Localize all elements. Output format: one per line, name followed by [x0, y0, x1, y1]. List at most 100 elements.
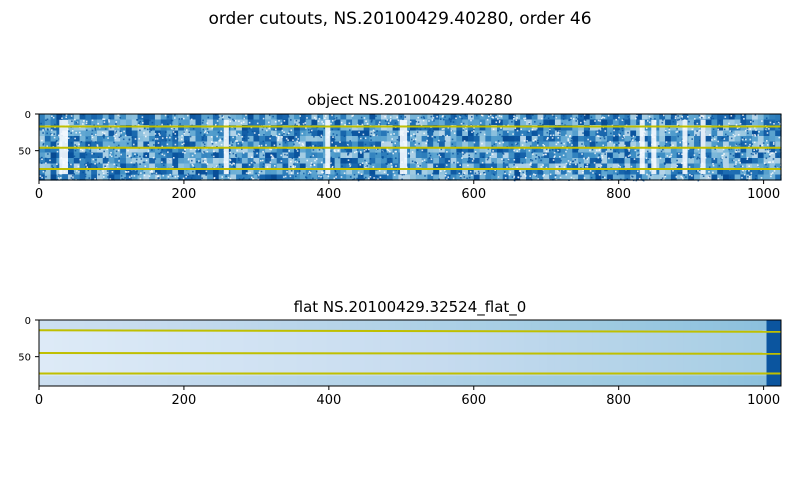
- object-noise-speck: [418, 142, 420, 145]
- flat-image-cell: [152, 375, 161, 387]
- object-noise-speck: [730, 115, 733, 117]
- object-image-cell: [641, 114, 649, 121]
- object-image-cell: [676, 163, 684, 170]
- object-noise-speck: [672, 144, 674, 147]
- object-image-cell: [624, 163, 631, 170]
- object-noise-speck: [138, 137, 140, 140]
- object-noise-speck: [421, 160, 424, 162]
- object-noise-speck: [778, 120, 780, 123]
- object-noise-speck: [513, 115, 515, 118]
- object-noise-speck: [79, 134, 82, 136]
- flat-image-cell: [273, 375, 283, 387]
- object-image-cell: [757, 169, 765, 176]
- object-noise-speck: [289, 165, 292, 168]
- object-noise-speck: [170, 119, 173, 122]
- object-image-cell: [44, 147, 52, 154]
- object-image-cell: [421, 158, 428, 165]
- object-noise-speck: [670, 155, 672, 158]
- object-image-cell: [317, 169, 324, 176]
- object-image-cell: [299, 152, 307, 159]
- object-noise-speck: [574, 159, 577, 161]
- object-noise-speck: [603, 117, 606, 119]
- object-noise-speck: [357, 171, 360, 174]
- object-image-cell: [183, 174, 191, 181]
- object-noise-speck: [668, 131, 670, 134]
- object-noise-speck: [235, 154, 237, 156]
- object-image-cell: [207, 141, 214, 148]
- object-noise-speck: [625, 124, 628, 127]
- object-noise-speck: [220, 143, 223, 146]
- object-image-cell: [601, 141, 608, 148]
- object-noise-speck: [253, 132, 256, 134]
- object-noise-speck: [158, 178, 161, 181]
- flat-image-cell: [705, 320, 715, 331]
- object-image-cell: [108, 163, 115, 170]
- object-noise-speck: [604, 153, 606, 155]
- object-noise-speck: [493, 174, 496, 176]
- object-noise-speck: [67, 137, 70, 139]
- flat-image-cell: [425, 320, 434, 331]
- object-image-cell: [549, 119, 556, 126]
- object-image-cell: [607, 136, 614, 143]
- object-noise-speck: [646, 173, 648, 176]
- object-image-cell: [85, 119, 92, 126]
- object-image-cell: [491, 114, 498, 121]
- object-noise-speck: [353, 177, 356, 180]
- object-image-cell: [647, 158, 655, 165]
- object-noise-speck: [758, 131, 760, 133]
- object-noise-speck: [660, 150, 663, 153]
- object-image-cell: [589, 169, 597, 176]
- object-noise-speck: [408, 155, 411, 157]
- object-image-cell: [334, 163, 342, 170]
- object-noise-speck: [638, 177, 641, 180]
- object-noise-speck: [235, 155, 237, 158]
- object-image-cell: [195, 141, 202, 148]
- object-noise-speck: [46, 145, 48, 147]
- object-noise-speck: [270, 148, 273, 151]
- object-image-cell: [728, 130, 736, 137]
- object-noise-speck: [749, 128, 751, 130]
- object-image-cell: [62, 174, 69, 181]
- object-noise-speck: [757, 134, 759, 136]
- object-image-cell: [618, 169, 626, 176]
- object-image-cell: [502, 158, 510, 165]
- object-noise-speck: [431, 174, 433, 176]
- object-image-cell: [583, 169, 591, 176]
- object-noise-speck: [45, 119, 47, 121]
- object-noise-speck: [285, 137, 288, 140]
- object-image-cell: [578, 136, 585, 143]
- object-noise-speck: [206, 122, 209, 124]
- flat-image-cell: [584, 375, 593, 387]
- object-image-cell: [352, 158, 359, 165]
- object-noise-speck: [175, 137, 177, 140]
- object-noise-speck: [732, 133, 735, 136]
- object-noise-speck: [298, 160, 300, 163]
- object-image-cell: [740, 163, 747, 170]
- object-noise-speck: [187, 173, 190, 175]
- object-noise-speck: [414, 135, 417, 137]
- object-noise-speck: [649, 143, 652, 146]
- object-image-cell: [259, 147, 266, 154]
- object-noise-speck: [203, 143, 206, 146]
- object-noise-speck: [647, 158, 650, 161]
- object-image-cell: [508, 136, 515, 143]
- object-image-cell: [125, 119, 133, 126]
- object-image-cell: [178, 163, 185, 170]
- object-noise-speck: [613, 145, 615, 147]
- object-noise-speck: [99, 148, 101, 150]
- object-image-cell: [496, 174, 504, 181]
- object-image-cell: [91, 125, 98, 132]
- object-noise-speck: [491, 145, 494, 147]
- object-noise-speck: [412, 138, 414, 141]
- object-noise-speck: [460, 175, 462, 177]
- object-noise-speck: [221, 138, 224, 140]
- flat-image-cell: [660, 320, 669, 331]
- object-noise-speck: [233, 119, 235, 122]
- object-noise-speck: [344, 124, 346, 126]
- object-noise-speck: [120, 175, 123, 177]
- object-image-cell: [491, 119, 498, 126]
- object-image-cell: [189, 147, 197, 154]
- object-image-cell: [711, 174, 718, 181]
- object-noise-speck: [270, 154, 273, 157]
- object-image-cell: [531, 152, 539, 159]
